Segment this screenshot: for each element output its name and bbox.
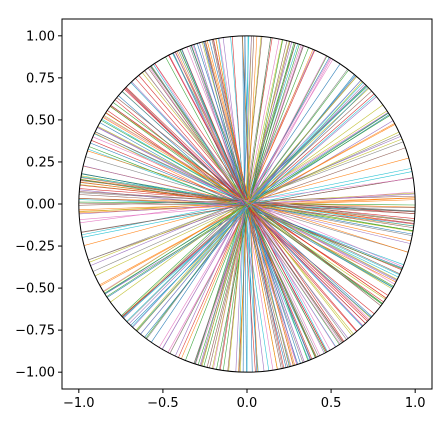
chord-line: [97, 127, 397, 282]
y-tick-label: 0.25: [26, 155, 55, 170]
chord-line: [147, 67, 344, 343]
y-axis: 1.00 0.75 0.50 0.25 0.00 −0.25 −0.50 −0.75 −1.00: [15, 29, 62, 381]
y-tick-label: 0.50: [26, 113, 55, 128]
x-axis: −1.0 −0.5 0.0 0.5 1.0: [63, 389, 426, 411]
chord-line: [79, 177, 414, 224]
x-tick-label: 0.5: [321, 396, 342, 411]
y-tick-label: 1.00: [26, 29, 55, 44]
chord-line: [242, 35, 246, 373]
x-tick-label: 1.0: [405, 396, 426, 411]
y-tick-label: −1.00: [15, 366, 55, 381]
y-tick-label: −0.75: [15, 324, 55, 339]
y-tick-label: 0.75: [26, 71, 55, 86]
chord-line: [122, 95, 376, 318]
chord-line: [141, 72, 354, 335]
y-tick-label: −0.50: [15, 282, 55, 297]
y-tick-label: −0.25: [15, 240, 55, 255]
x-tick-label: −1.0: [63, 396, 95, 411]
chord-lines: [78, 35, 416, 373]
chord-line: [92, 136, 404, 267]
chord-line: [135, 76, 357, 331]
x-tick-label: −0.5: [147, 396, 179, 411]
chord-line: [173, 52, 319, 357]
chord-line: [203, 41, 287, 368]
unit-circle: [78, 35, 416, 373]
y-tick-label: 0.00: [26, 198, 55, 213]
x-tick-label: 0.0: [237, 396, 258, 411]
